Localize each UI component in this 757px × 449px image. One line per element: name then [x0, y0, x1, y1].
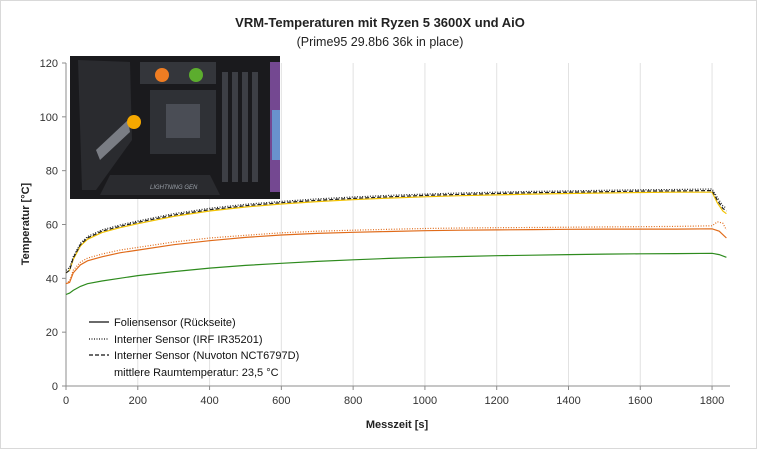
x-tick-label: 400	[200, 395, 218, 407]
x-tick-label: 200	[129, 395, 147, 407]
motherboard-image: LIGHTNING GEN	[70, 56, 280, 199]
x-tick-label: 1400	[556, 395, 580, 407]
series-line-1	[65, 228, 727, 285]
y-axis-label: Temperatur [°C]	[20, 182, 32, 265]
x-tick-label: 1200	[484, 395, 508, 407]
y-tick-label: 20	[46, 327, 58, 339]
legend-item-foliensensor: Foliensensor (Rückseite)	[89, 317, 236, 329]
series-line-2	[65, 221, 727, 285]
x-tick-label: 1800	[700, 395, 724, 407]
vrm-heatsink	[140, 62, 216, 84]
series-line-4	[65, 188, 727, 271]
y-tick-label: 40	[46, 273, 58, 285]
x-tick-label: 800	[344, 395, 362, 407]
y-tick-labels: 0 20 40 60 80 100 120	[40, 58, 58, 393]
legend-item-nuvoton-sensor: Interner Sensor (Nuvoton NCT6797D)	[89, 350, 299, 362]
board-io-cover	[78, 60, 132, 190]
board-brand-text: LIGHTNING GEN	[150, 185, 198, 191]
y-tick-label: 0	[52, 381, 58, 393]
legend-label: Interner Sensor (IRF IR35201)	[114, 334, 263, 346]
y-tick-label: 100	[40, 112, 58, 124]
sensor-marker-yellow	[127, 115, 141, 129]
x-axis-label: Messzeit [s]	[366, 419, 429, 431]
legend-label: Interner Sensor (Nuvoton NCT6797D)	[114, 350, 299, 362]
series-line-3	[65, 191, 727, 274]
data-series	[65, 188, 727, 296]
legend-label: Foliensensor (Rückseite)	[114, 317, 236, 329]
y-tick-label: 120	[40, 58, 58, 70]
sensor-marker-orange	[155, 68, 169, 82]
board-chipset-cover	[100, 175, 220, 195]
x-tick-labels: 0 200 400 600 800 1000 1200 1400 1600 1800	[63, 395, 724, 407]
board-heatsink-accent	[96, 120, 130, 160]
x-tick-label: 1000	[413, 395, 437, 407]
rgb-glow-accent	[272, 110, 280, 160]
chart-subtitle: (Prime95 29.8b6 36k in place)	[297, 35, 464, 49]
ram-slot-3	[242, 72, 248, 182]
cpu-socket	[166, 104, 200, 138]
x-tick-label: 0	[63, 395, 69, 407]
chart-title: VRM-Temperaturen mit Ryzen 5 3600X und A…	[235, 15, 525, 30]
legend-item-irf-sensor: Interner Sensor (IRF IR35201)	[89, 334, 263, 346]
axes	[62, 62, 730, 390]
y-tick-label: 80	[46, 166, 58, 178]
legend-room-temperature: mittlere Raumtemperatur: 23,5 °C	[114, 367, 279, 379]
x-tick-label: 600	[272, 395, 290, 407]
y-tick-label: 60	[46, 220, 58, 232]
legend: Foliensensor (Rückseite) Interner Sensor…	[89, 317, 299, 379]
series-line-0	[65, 252, 727, 296]
ram-slot-2	[232, 72, 238, 182]
ram-slot-1	[222, 72, 228, 182]
sensor-marker-green	[189, 68, 203, 82]
ram-slot-4	[252, 72, 258, 182]
x-tick-label: 1600	[628, 395, 652, 407]
